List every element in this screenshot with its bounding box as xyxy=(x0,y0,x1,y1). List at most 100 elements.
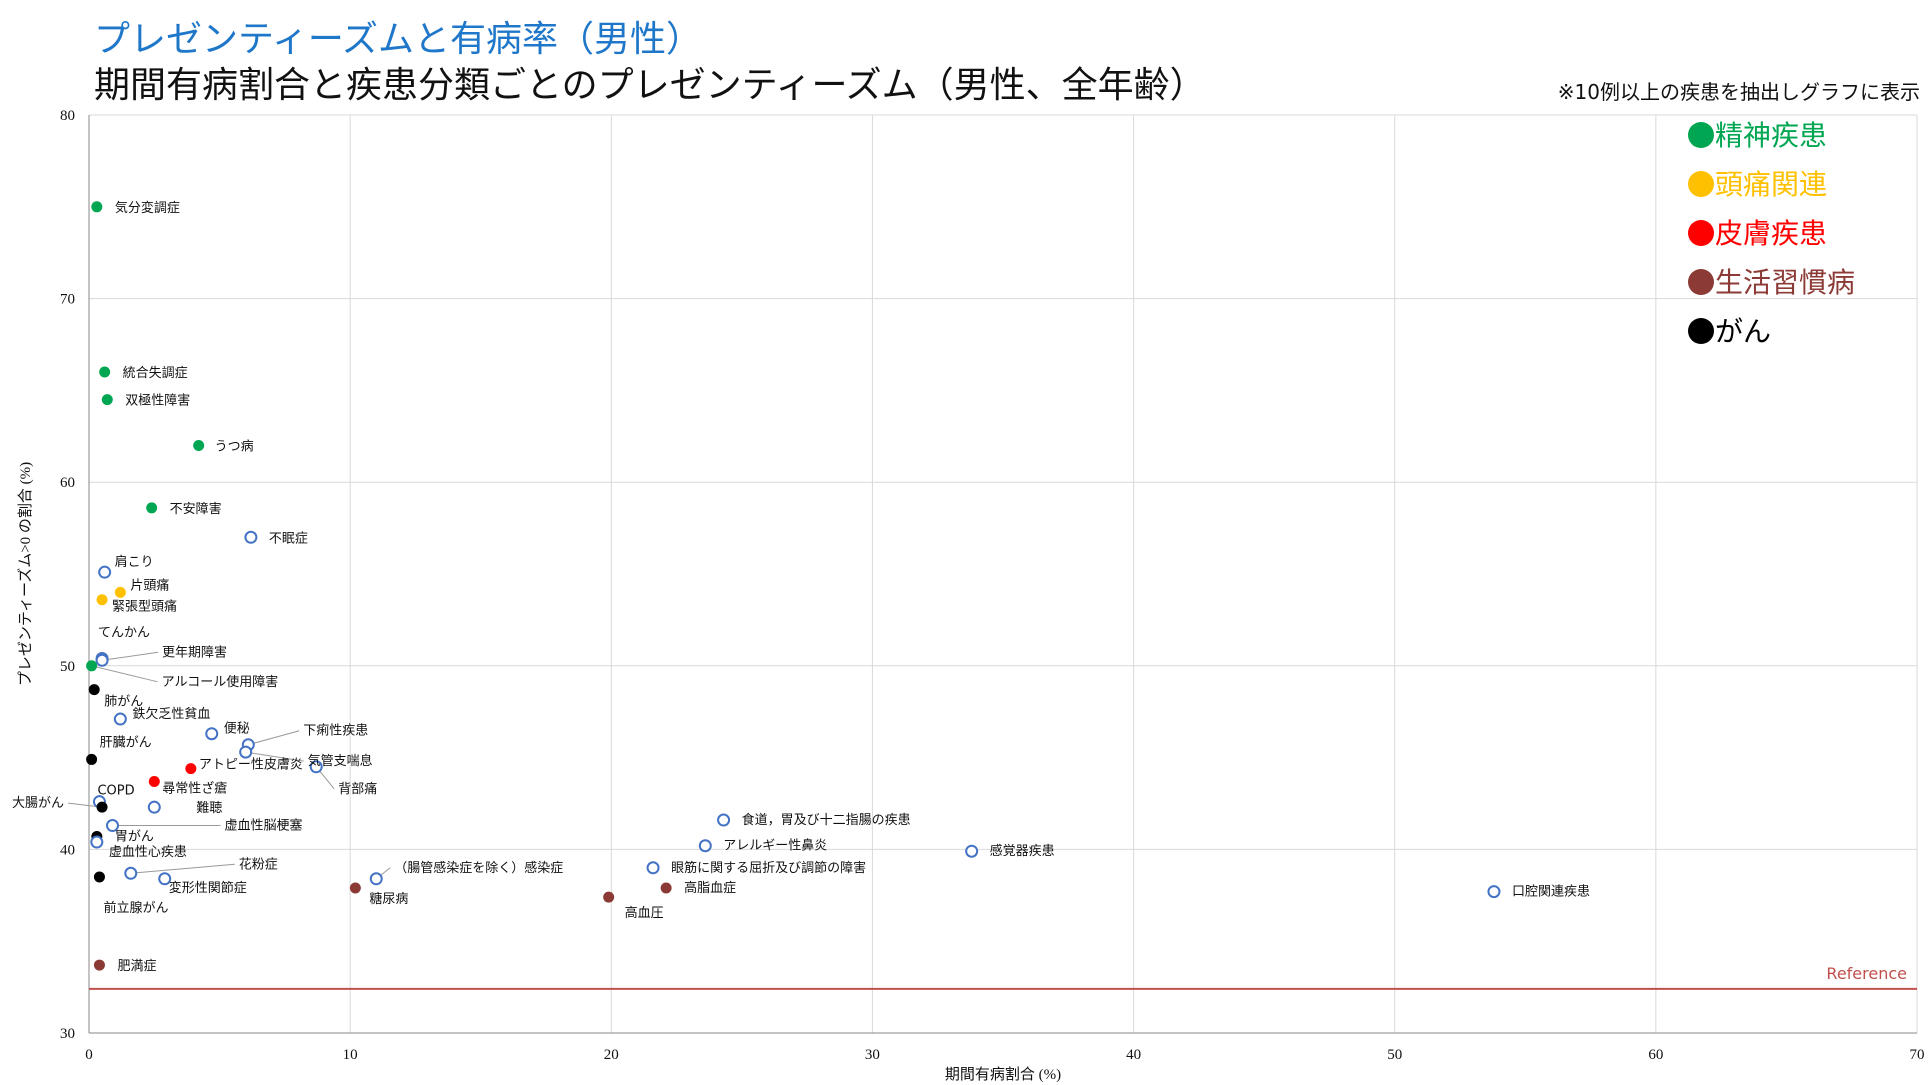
point-label: 肥満症 xyxy=(117,959,156,974)
point-label: （腸管感染症を除く）感染症 xyxy=(394,860,563,876)
data-point xyxy=(158,872,172,886)
point-label: 不安障害 xyxy=(170,501,222,517)
x-tick-label: 70 xyxy=(1910,1047,1925,1063)
point-label: 変形性関節症 xyxy=(169,880,247,896)
point-label: 肺がん xyxy=(104,695,143,710)
point-label: 更年期障害 xyxy=(162,644,227,660)
data-point xyxy=(965,844,979,858)
data-point xyxy=(90,835,104,849)
reference-label: Reference xyxy=(1826,964,1907,983)
legend-marker xyxy=(1688,220,1714,246)
data-point xyxy=(146,502,158,514)
data-point xyxy=(98,565,112,579)
data-point xyxy=(660,882,672,894)
chart-subtitle: 期間有病割合と疾患分類ごとのプレゼンティーズム（男性、全年齢） xyxy=(94,65,1206,106)
data-point xyxy=(114,586,126,598)
data-point xyxy=(185,763,197,775)
y-tick-label: 40 xyxy=(60,842,75,858)
data-point xyxy=(717,813,731,827)
point-label: 虚血性心疾患 xyxy=(109,845,187,860)
point-label: 肝臓がん xyxy=(100,735,152,750)
legend-marker xyxy=(1688,318,1714,344)
point-label: 口腔関連疾患 xyxy=(1512,885,1590,900)
point-label: 花粉症 xyxy=(239,856,278,872)
data-point xyxy=(1487,885,1501,899)
point-label: 高脂血症 xyxy=(684,880,736,896)
point-label: 難聴 xyxy=(196,801,222,816)
data-point xyxy=(148,775,160,787)
axes: 0 10 20 30 40 50 60 70 30 40 50 60 70 80 期間有病割合 (%) プレゼ… xyxy=(17,108,1925,1083)
point-label: 肩こり xyxy=(115,554,154,570)
y-axis-title: プレゼンティーズム>0 の割合 (%) xyxy=(17,462,34,686)
data-point xyxy=(86,753,98,765)
data-point xyxy=(698,839,712,853)
data-point xyxy=(86,660,98,672)
y-tick-label: 50 xyxy=(60,659,75,675)
legend-marker xyxy=(1688,122,1714,148)
legend-label: 皮膚疾患 xyxy=(1715,217,1827,250)
reference-line-group: Reference xyxy=(89,964,1917,990)
data-point xyxy=(96,801,108,813)
point-label: アレルギー性鼻炎 xyxy=(723,838,827,854)
data-point xyxy=(101,394,113,406)
point-label: 不眠症 xyxy=(269,531,308,546)
chart-note: ※10例以上の疾患を抽出しグラフに表示 xyxy=(1557,80,1920,104)
data-point xyxy=(309,760,323,774)
x-tick-label: 10 xyxy=(343,1047,358,1063)
legend-label: がん xyxy=(1715,315,1771,348)
point-label: 背部痛 xyxy=(338,781,377,797)
legend-marker xyxy=(1688,269,1714,295)
point-label: 便秘 xyxy=(224,722,250,737)
data-point xyxy=(369,872,383,886)
data-point xyxy=(646,861,660,875)
leader-line xyxy=(91,665,158,683)
y-tick-label: 70 xyxy=(60,292,75,308)
data-point xyxy=(603,891,615,903)
x-tick-label: 20 xyxy=(604,1047,619,1063)
legend-marker xyxy=(1688,171,1714,197)
point-label: てんかん xyxy=(98,625,150,640)
point-label: 前立腺がん xyxy=(103,900,168,916)
point-label: 糖尿病 xyxy=(369,891,408,907)
x-tick-label: 30 xyxy=(865,1047,880,1063)
leader-line xyxy=(245,751,304,762)
point-label: 片頭痛 xyxy=(130,577,169,593)
legend-label: 生活習慣病 xyxy=(1715,266,1855,299)
legend-label: 精神疾患 xyxy=(1715,119,1827,152)
point-labels: 気分変調症統合失調症双極性障害うつ病不安障害不眠症肩こり片頭痛緊張型頭痛てんかん… xyxy=(12,200,1590,974)
x-axis-title: 期間有病割合 (%) xyxy=(945,1066,1061,1083)
data-point xyxy=(96,594,108,606)
chart-title: プレゼンティーズムと有病率（男性） xyxy=(94,19,703,60)
data-point xyxy=(93,871,105,883)
data-point xyxy=(349,882,361,894)
x-tick-label: 0 xyxy=(85,1047,93,1063)
point-label: 感覚器疾患 xyxy=(990,843,1055,859)
y-tick-label: 80 xyxy=(60,108,75,124)
point-label: 大腸がん xyxy=(12,796,64,811)
point-label: 緊張型頭痛 xyxy=(112,599,177,615)
point-label: 統合失調症 xyxy=(123,366,188,381)
data-point xyxy=(88,684,100,696)
y-tick-label: 60 xyxy=(60,475,75,491)
leader-line xyxy=(248,730,300,746)
point-label: 眼筋に関する屈折及び調節の障害 xyxy=(671,860,866,876)
data-point xyxy=(113,712,127,726)
data-point xyxy=(239,745,253,759)
data-point xyxy=(91,201,103,213)
leader-line xyxy=(130,863,235,874)
data-point xyxy=(95,653,109,667)
data-point xyxy=(193,439,205,451)
point-label: 気分変調症 xyxy=(115,200,180,216)
y-tick-label: 30 xyxy=(60,1026,75,1042)
x-tick-label: 40 xyxy=(1126,1047,1141,1063)
point-label: 双極性障害 xyxy=(125,393,190,409)
data-point xyxy=(205,727,219,741)
data-point xyxy=(99,366,111,378)
point-label: 高血圧 xyxy=(625,905,664,921)
point-label: アトピー性皮膚炎 xyxy=(199,757,303,773)
point-label: アルコール使用障害 xyxy=(162,674,279,690)
data-point xyxy=(147,800,161,814)
data-point xyxy=(244,530,258,544)
